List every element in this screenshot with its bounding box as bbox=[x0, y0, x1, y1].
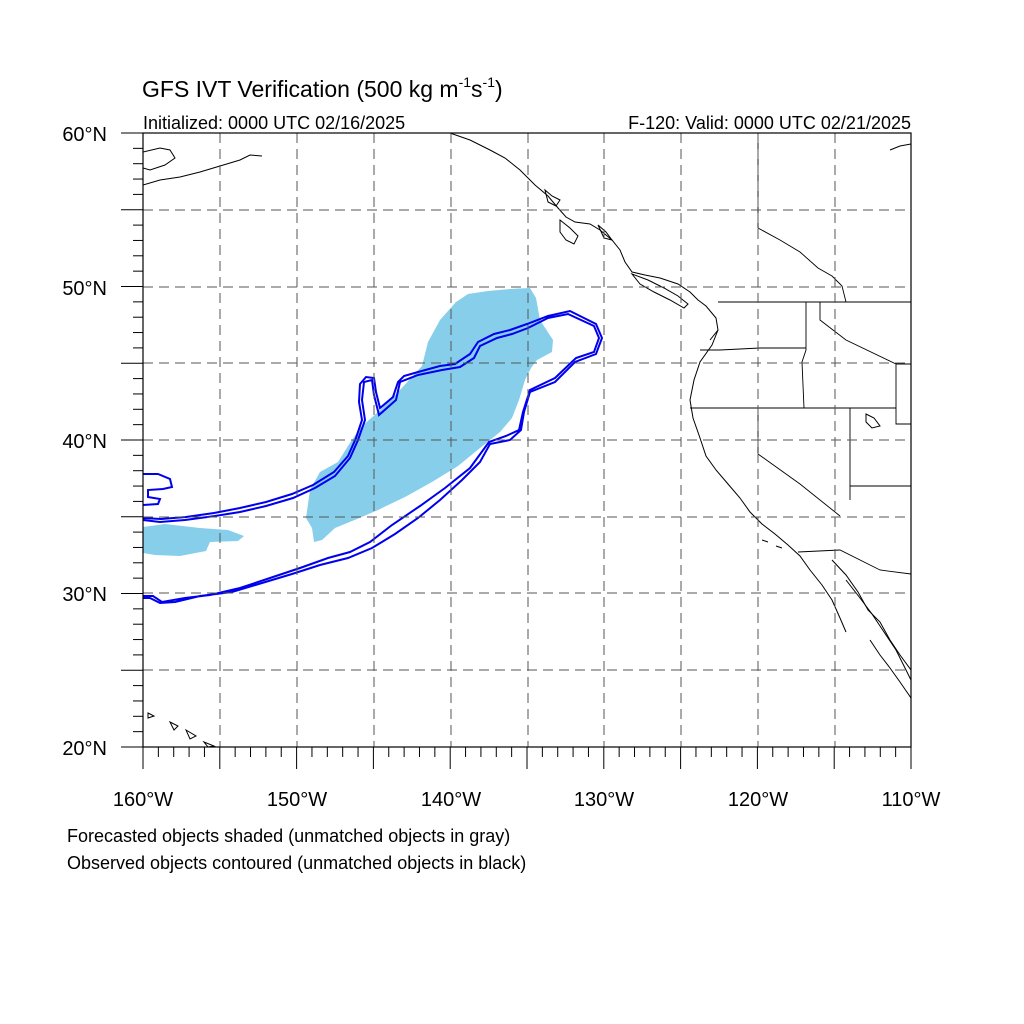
ca-nv-border bbox=[757, 408, 841, 517]
lon-label-120w: 120°W bbox=[728, 789, 788, 811]
baja-california bbox=[831, 559, 911, 671]
map-title: GFS IVT Verification (500 kg m-1s-1) bbox=[142, 74, 503, 102]
north-america-west-coast bbox=[689, 329, 847, 633]
us-mexico-border bbox=[797, 549, 911, 575]
hawaii-islands bbox=[147, 712, 216, 747]
init-time-label: Initialized: 0000 UTC 02/16/2025 bbox=[143, 113, 405, 133]
map-plot-area bbox=[143, 133, 911, 747]
observed-ivt-contour bbox=[143, 309, 604, 605]
lon-label-130w: 130°W bbox=[574, 789, 634, 811]
alaska-islands bbox=[544, 188, 614, 245]
montana-border bbox=[819, 302, 897, 365]
coastlines bbox=[143, 133, 911, 747]
lon-label-160w: 160°W bbox=[113, 789, 173, 811]
vancouver-island bbox=[630, 272, 689, 309]
lat-label-20n: 20°N bbox=[62, 738, 107, 760]
lat-axis-labels: 60°N 50°N 40°N 30°N 20°N bbox=[62, 124, 107, 760]
axis-ticks bbox=[121, 132, 912, 769]
political-borders bbox=[690, 133, 911, 575]
mexico-coast bbox=[869, 639, 911, 699]
lon-label-110w: 110°W bbox=[882, 789, 941, 811]
observed-ivt-contour-fragment bbox=[143, 473, 174, 506]
wa-or-border bbox=[700, 347, 806, 351]
observed-legend-note: Observed objects contoured (unmatched ob… bbox=[67, 853, 526, 873]
great-salt-lake bbox=[865, 413, 881, 429]
lon-axis-labels: 160°W 150°W 140°W 130°W 120°W 110°W bbox=[113, 789, 941, 811]
wyoming-border bbox=[895, 363, 911, 425]
channel-islands bbox=[761, 539, 783, 549]
lat-lon-grid bbox=[143, 133, 911, 747]
valid-time-label: F-120: Valid: 0000 UTC 02/21/2025 bbox=[628, 113, 911, 133]
forecast-ivt-object bbox=[306, 288, 553, 542]
lat-label-30n: 30°N bbox=[62, 584, 107, 606]
lat-label-60n: 60°N bbox=[62, 124, 107, 146]
gulf-of-california bbox=[845, 579, 911, 681]
lat-label-50n: 50°N bbox=[62, 278, 107, 300]
idaho-border bbox=[801, 302, 807, 409]
forecast-ivt-object-west bbox=[143, 524, 244, 556]
forecast-legend-note: Forecasted objects shaded (unmatched obj… bbox=[67, 826, 510, 846]
arctic-coast-ne bbox=[889, 143, 911, 151]
bc-alberta-border bbox=[757, 133, 847, 303]
lat-label-40n: 40°N bbox=[62, 431, 107, 453]
lon-label-140w: 140°W bbox=[421, 789, 481, 811]
aleutian-west bbox=[143, 147, 263, 186]
lon-label-150w: 150°W bbox=[267, 789, 327, 811]
